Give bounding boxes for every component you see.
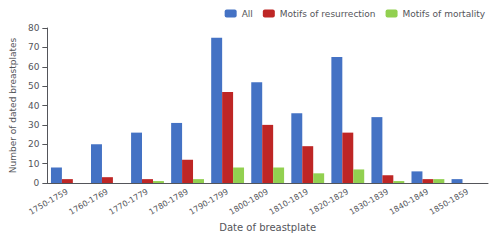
svg-text:Date of breastplate: Date of breastplate [219,222,316,233]
svg-text:80: 80 [28,23,40,33]
svg-text:70: 70 [28,42,40,52]
svg-text:1770-1779: 1770-1779 [108,187,150,217]
svg-text:0: 0 [34,178,40,188]
svg-text:Motifs of resurrection: Motifs of resurrection [280,9,376,19]
svg-text:40: 40 [28,101,40,111]
svg-text:1760-1769: 1760-1769 [67,187,109,217]
svg-text:10: 10 [28,159,40,169]
svg-text:1790-1799: 1790-1799 [188,187,230,217]
svg-text:1840-1849: 1840-1849 [388,187,430,217]
svg-text:1830-1839: 1830-1839 [348,187,390,217]
svg-text:1750-1759: 1750-1759 [27,187,69,217]
svg-text:60: 60 [28,62,40,72]
svg-text:1800-1809: 1800-1809 [228,187,270,217]
svg-text:All: All [242,9,253,19]
svg-text:1820-1829: 1820-1829 [308,187,350,217]
svg-text:Number of dated breastplates: Number of dated breastplates [8,37,18,173]
svg-text:1780-1789: 1780-1789 [148,187,190,217]
svg-text:20: 20 [28,139,40,149]
svg-text:50: 50 [28,81,40,91]
svg-text:1850-1859: 1850-1859 [428,187,470,217]
svg-text:1810-1819: 1810-1819 [268,187,310,217]
svg-text:30: 30 [28,120,40,130]
svg-text:Motifs of mortality: Motifs of mortality [403,9,486,19]
